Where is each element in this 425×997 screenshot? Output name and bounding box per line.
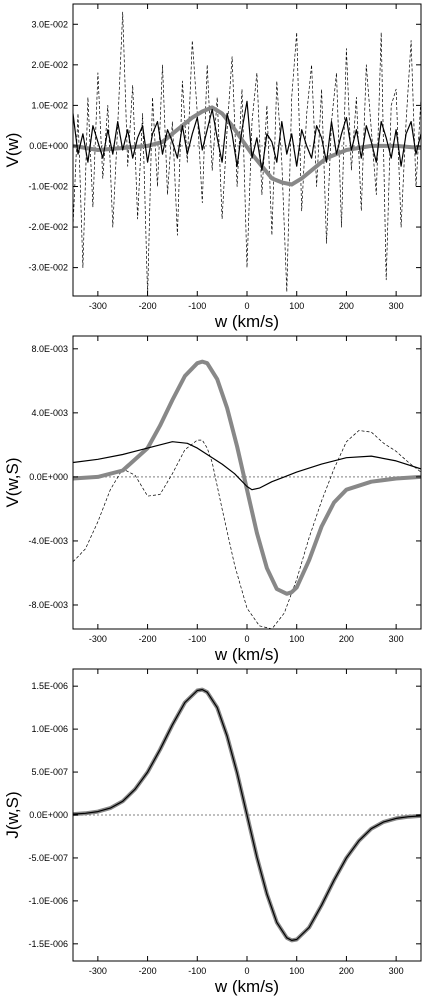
y-tick-label: 1.5E-006 — [31, 681, 68, 691]
x-tick-label: 0 — [244, 966, 249, 976]
chart-panel-2: -300 -200 -100 0 100 200 300 -8.0E-003 -4.0E-003… — [3, 335, 422, 664]
y-tick-label: -8.0E-003 — [28, 600, 68, 610]
y-tick-label: 3.0E-002 — [31, 19, 68, 29]
chart-panel-1: -300 -200 -100 0 100 200 300 -3.0E-002 -2.0E-002… — [3, 3, 422, 331]
y-tick-label: -3.0E-002 — [28, 263, 68, 273]
x-tick-label: -200 — [139, 966, 157, 976]
y-tick-label: 5.0E-007 — [31, 767, 68, 777]
x-tick-label: 300 — [389, 634, 404, 644]
x-tick-label: 100 — [289, 634, 304, 644]
y-tick-label: -4.0E-003 — [28, 536, 68, 546]
y-tick-label: -2.0E-002 — [28, 222, 68, 232]
x-axis-label: w (km/s) — [214, 312, 279, 331]
x-tick-label: 300 — [389, 966, 404, 976]
y-tick-label: 8.0E-003 — [31, 344, 68, 354]
x-tick-label: 200 — [339, 301, 354, 311]
series-dashed-line — [73, 11, 421, 296]
y-tick-label: 0.0E+000 — [29, 472, 68, 482]
x-tick-label: 0 — [244, 301, 249, 311]
y-tick-label: 1.0E-006 — [31, 724, 68, 734]
series-thick-gray-line — [73, 359, 421, 596]
x-tick-label: 200 — [339, 634, 354, 644]
x-tick-label: 300 — [389, 301, 404, 311]
series-solid-line — [73, 688, 421, 942]
x-tick-label: -100 — [188, 966, 206, 976]
y-axis-label: V(w,S) — [3, 457, 22, 507]
y-tick-label: 4.0E-003 — [31, 408, 68, 418]
x-tick-label: 100 — [289, 966, 304, 976]
series-dashed-line — [73, 430, 421, 629]
x-tick-label: -100 — [188, 301, 206, 311]
x-tick-label: 100 — [289, 301, 304, 311]
chart-panel-3: -300 -200 -100 0 100 200 300 -1.5E-006 -1.0E-006… — [3, 668, 422, 996]
x-tick-label: -200 — [139, 634, 157, 644]
y-tick-label: -5.0E-007 — [28, 853, 68, 863]
y-tick-label: -1.5E-006 — [28, 939, 68, 949]
series-solid-line — [73, 100, 421, 171]
y-tick-label: 2.0E-002 — [31, 60, 68, 70]
x-axis-label: w (km/s) — [214, 645, 279, 664]
x-tick-label: -300 — [89, 301, 107, 311]
y-tick-label: -1.0E-002 — [28, 182, 68, 192]
y-tick-label: 0.0E+000 — [29, 141, 68, 151]
y-axis-label: J(w,S) — [3, 791, 22, 838]
series-solid-line — [73, 441, 421, 491]
y-tick-label: -1.0E-006 — [28, 896, 68, 906]
series-thick-gray-line — [73, 105, 421, 187]
y-tick-label: 0.0E+000 — [29, 810, 68, 820]
x-tick-label: -100 — [188, 634, 206, 644]
x-axis-label: w (km/s) — [214, 977, 279, 996]
x-tick-label: 200 — [339, 966, 354, 976]
x-tick-label: -200 — [139, 301, 157, 311]
x-tick-label: -300 — [89, 634, 107, 644]
x-tick-label: -300 — [89, 966, 107, 976]
y-axis-label: V(w) — [3, 133, 22, 168]
x-tick-label: 0 — [244, 634, 249, 644]
y-tick-label: 1.0E-002 — [31, 100, 68, 110]
